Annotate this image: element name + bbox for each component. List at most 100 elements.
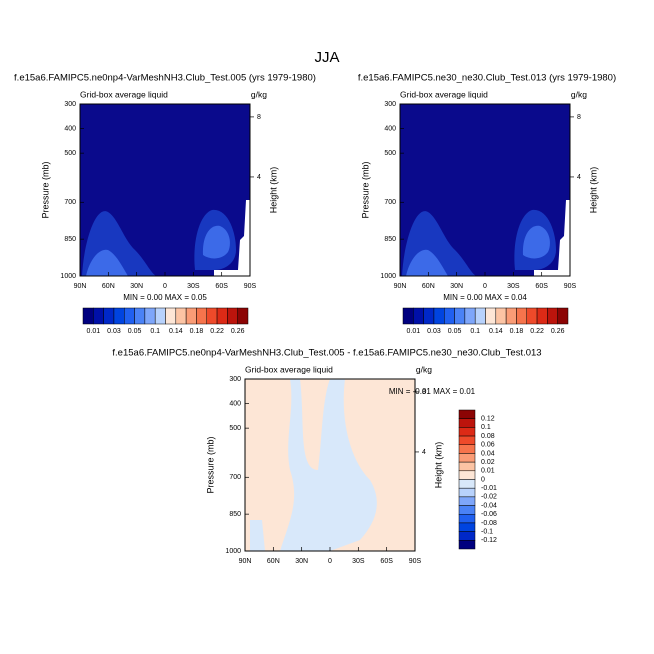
colorbar-box bbox=[526, 307, 538, 325]
x-tick-label: 90S bbox=[564, 283, 577, 290]
colorbar-box bbox=[557, 307, 569, 325]
units-label: g/kg bbox=[251, 89, 267, 99]
colorbar-box bbox=[516, 307, 527, 325]
stats-label: MIN = 0.00 MAX = 0.04 bbox=[443, 293, 527, 302]
colorbar-box bbox=[402, 307, 414, 325]
x-tick-label: 60S bbox=[380, 558, 393, 565]
colorbar-box bbox=[113, 307, 125, 325]
colorbar-label: 0.01 bbox=[407, 328, 421, 335]
colorbar-label: 0.05 bbox=[448, 328, 462, 335]
colorbar-label: 0.04 bbox=[481, 450, 495, 457]
y2-axis-label: Height (km) bbox=[433, 442, 443, 489]
units-label: g/kg bbox=[416, 364, 432, 374]
y-tick-label: 1000 bbox=[380, 273, 396, 280]
x-tick-label: 60N bbox=[102, 283, 115, 290]
colorbar-label: 0.18 bbox=[190, 328, 204, 335]
x-tick-label: 60S bbox=[215, 283, 228, 290]
colorbar-label: 0.18 bbox=[510, 328, 524, 335]
colorbar-box bbox=[124, 307, 135, 325]
panel-subtitle: Grid-box average liquid bbox=[245, 364, 333, 374]
y2-tick-label: 4 bbox=[422, 449, 426, 456]
y-tick-label: 500 bbox=[384, 150, 396, 157]
colorbar-box bbox=[536, 307, 548, 325]
x-tick-label: 30S bbox=[187, 283, 200, 290]
colorbar-label: 0.02 bbox=[481, 459, 495, 466]
panel-subtitle: Grid-box average liquid bbox=[400, 89, 488, 99]
x-tick-label: 90S bbox=[409, 558, 422, 565]
y-tick-label: 400 bbox=[64, 125, 76, 132]
colorbar-label: -0.08 bbox=[481, 520, 497, 527]
y-tick-label: 700 bbox=[229, 474, 241, 481]
x-tick-label: 90S bbox=[244, 283, 257, 290]
figure-title: JJA bbox=[314, 49, 339, 66]
y2-tick-label: 8 bbox=[257, 114, 261, 121]
colorbar-label: -0.1 bbox=[481, 528, 493, 535]
y-tick-label: 500 bbox=[64, 150, 76, 157]
colorbar-box bbox=[458, 540, 476, 550]
colorbar-box bbox=[495, 307, 507, 325]
colorbar-box bbox=[175, 307, 187, 325]
x-tick-label: 30S bbox=[507, 283, 520, 290]
y-tick-label: 300 bbox=[64, 101, 76, 108]
colorbar-label: 0.14 bbox=[169, 328, 183, 335]
y2-tick-label: 8 bbox=[577, 114, 581, 121]
colorbar-box bbox=[458, 444, 476, 454]
colorbar-label: 0.22 bbox=[210, 328, 224, 335]
colorbar-box bbox=[458, 418, 476, 428]
y2-tick-label: 8 bbox=[422, 389, 426, 396]
x-tick-label: 30N bbox=[450, 283, 463, 290]
colorbar-label: -0.02 bbox=[481, 494, 497, 501]
colorbar-box bbox=[547, 307, 558, 325]
colorbar-box bbox=[458, 461, 476, 472]
colorbar-box bbox=[458, 505, 476, 515]
colorbar-label: 0.03 bbox=[107, 328, 121, 335]
colorbar-label: 0.22 bbox=[530, 328, 544, 335]
y-axis-label: Pressure (mb) bbox=[360, 161, 370, 218]
y-tick-label: 850 bbox=[229, 511, 241, 518]
panel-title: f.e15a6.FAMIPC5.ne30_ne30.Club_Test.013 … bbox=[358, 73, 616, 84]
colorbar-box bbox=[444, 307, 455, 325]
y-tick-label: 700 bbox=[384, 199, 396, 206]
colorbar-box bbox=[93, 307, 104, 325]
panel-title: f.e15a6.FAMIPC5.ne0np4-VarMeshNH3.Club_T… bbox=[112, 348, 541, 359]
stats-label: MIN = -0.01 MAX = 0.01 bbox=[389, 387, 476, 396]
y2-tick-label: 4 bbox=[577, 174, 581, 181]
colorbar-label: 0.01 bbox=[481, 468, 495, 475]
colorbar-box bbox=[423, 307, 435, 325]
colorbar-label: -0.04 bbox=[481, 502, 497, 509]
colorbar-label: 0.01 bbox=[87, 328, 101, 335]
colorbar-label: 0.12 bbox=[481, 416, 495, 423]
colorbar-box bbox=[458, 487, 476, 498]
y-tick-label: 300 bbox=[384, 101, 396, 108]
colorbar-box bbox=[454, 307, 466, 325]
x-tick-label: 90N bbox=[394, 283, 407, 290]
colorbar-box bbox=[237, 307, 249, 325]
colorbar-box bbox=[458, 496, 476, 506]
y-tick-label: 1000 bbox=[225, 548, 241, 555]
colorbar-box bbox=[458, 470, 476, 480]
colorbar-box bbox=[458, 453, 476, 463]
x-tick-label: 90N bbox=[239, 558, 252, 565]
colorbar-box bbox=[458, 522, 476, 532]
panel-subtitle: Grid-box average liquid bbox=[80, 89, 168, 99]
x-tick-label: 30N bbox=[130, 283, 143, 290]
colorbar-box bbox=[505, 307, 517, 325]
colorbar-box bbox=[82, 307, 94, 325]
colorbar-label: 0 bbox=[481, 476, 485, 483]
y-tick-label: 300 bbox=[229, 376, 241, 383]
x-tick-label: 90N bbox=[74, 283, 87, 290]
y-tick-label: 850 bbox=[384, 236, 396, 243]
colorbar-label: 0.14 bbox=[489, 328, 503, 335]
y-tick-label: 700 bbox=[64, 199, 76, 206]
y-axis-label: Pressure (mb) bbox=[40, 161, 50, 218]
x-tick-label: 0 bbox=[328, 558, 332, 565]
panel-title: f.e15a6.FAMIPC5.ne0np4-VarMeshNH3.Club_T… bbox=[14, 73, 316, 84]
colorbar-label: 0.26 bbox=[231, 328, 245, 335]
colorbar-box bbox=[458, 531, 476, 541]
colorbar-box bbox=[485, 307, 497, 325]
colorbar-label: 0.06 bbox=[481, 442, 495, 449]
contour-field bbox=[245, 379, 415, 551]
x-tick-label: 60N bbox=[422, 283, 435, 290]
colorbar-box bbox=[464, 307, 476, 325]
